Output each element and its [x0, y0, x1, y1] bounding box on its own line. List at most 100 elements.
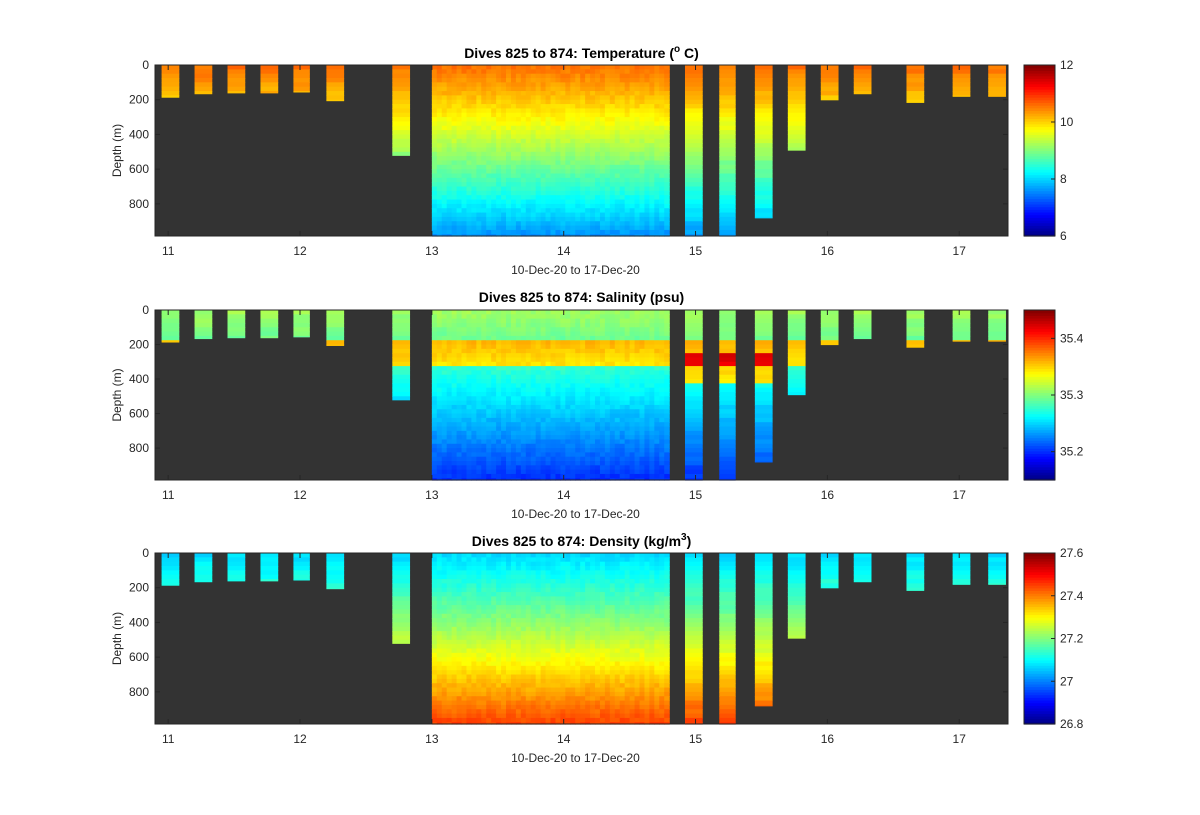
data-cell	[609, 208, 616, 214]
data-cell	[595, 151, 601, 157]
data-cell	[595, 366, 601, 371]
data-cell	[754, 391, 773, 397]
data-cell	[719, 409, 736, 415]
data-cell	[570, 469, 576, 475]
data-cell	[461, 169, 468, 175]
colorbar-tick-label: 35.2	[1060, 445, 1084, 459]
data-cell	[486, 379, 492, 384]
data-cell	[491, 86, 497, 92]
data-cell	[520, 465, 527, 471]
data-cell	[506, 134, 512, 140]
data-cell	[461, 687, 468, 693]
data-cell	[491, 387, 497, 393]
data-cell	[456, 366, 463, 371]
data-cell	[476, 318, 482, 324]
data-cell	[545, 374, 552, 380]
data-cell	[436, 583, 443, 589]
data-cell	[599, 335, 606, 341]
data-cell	[659, 331, 665, 337]
data-cell	[441, 422, 448, 428]
data-cell	[560, 456, 566, 462]
data-cell	[659, 422, 665, 428]
data-cell	[456, 391, 463, 397]
data-cell	[520, 426, 527, 432]
data-cell	[654, 216, 660, 222]
data-cell	[456, 216, 463, 222]
data-cell	[614, 430, 621, 436]
data-cell	[446, 465, 453, 471]
data-cell	[496, 331, 502, 337]
data-cell	[565, 461, 571, 466]
data-cell	[461, 609, 468, 615]
colorbar-segment	[1024, 323, 1055, 327]
data-cell	[684, 177, 703, 183]
data-cell	[431, 622, 438, 628]
data-cell	[719, 73, 736, 79]
data-cell	[906, 344, 925, 348]
data-cell	[595, 461, 601, 466]
data-cell	[654, 190, 660, 196]
data-cell	[555, 473, 561, 479]
data-cell	[604, 361, 611, 367]
data-cell	[392, 331, 411, 337]
data-cell	[629, 409, 636, 415]
data-cell	[545, 91, 552, 96]
data-cell	[431, 439, 438, 445]
data-cell	[595, 143, 601, 149]
data-cell	[506, 348, 512, 354]
data-cell	[471, 413, 477, 419]
data-cell	[853, 69, 872, 75]
data-cell	[545, 143, 552, 149]
dive-profile	[754, 65, 773, 219]
data-cell	[580, 73, 586, 79]
data-cell	[580, 310, 586, 315]
data-cell	[609, 86, 616, 92]
data-cell	[476, 327, 482, 333]
data-cell	[496, 357, 502, 363]
data-cell	[550, 182, 557, 188]
data-cell	[530, 443, 537, 449]
data-cell	[520, 331, 527, 337]
data-cell	[326, 322, 345, 328]
x-tick-label: 16	[821, 244, 835, 258]
data-cell	[644, 156, 650, 162]
data-cell	[392, 353, 411, 359]
data-cell	[754, 310, 773, 315]
data-cell	[820, 86, 839, 92]
data-cell	[446, 348, 453, 354]
data-cell	[545, 400, 552, 406]
data-cell	[471, 134, 477, 140]
data-cell	[595, 357, 601, 363]
data-cell	[441, 622, 448, 628]
data-cell	[654, 478, 660, 481]
data-cell	[456, 652, 463, 658]
data-cell	[649, 344, 655, 350]
data-cell	[456, 618, 463, 624]
data-cell	[654, 473, 660, 479]
data-cell	[684, 335, 703, 341]
data-cell	[491, 366, 497, 371]
data-cell	[451, 344, 458, 350]
data-cell	[481, 478, 487, 481]
data-cell	[515, 143, 522, 149]
data-cell	[515, 117, 522, 123]
data-cell	[619, 190, 626, 196]
data-cell	[754, 203, 773, 209]
data-cell	[491, 314, 497, 320]
data-cell	[293, 322, 310, 328]
colorbar-segment	[1024, 432, 1055, 436]
data-cell	[461, 86, 468, 92]
data-cell	[535, 348, 542, 354]
data-cell	[491, 138, 497, 144]
data-cell	[496, 216, 502, 222]
data-cell	[491, 195, 497, 201]
data-cell	[634, 229, 641, 235]
data-cell	[227, 73, 246, 79]
data-cell	[634, 138, 641, 144]
data-cell	[619, 413, 626, 419]
data-cell	[525, 143, 532, 149]
colorbar-segment	[1024, 371, 1055, 375]
data-cell	[664, 461, 670, 466]
data-cell	[629, 177, 636, 183]
data-cell	[595, 99, 601, 105]
